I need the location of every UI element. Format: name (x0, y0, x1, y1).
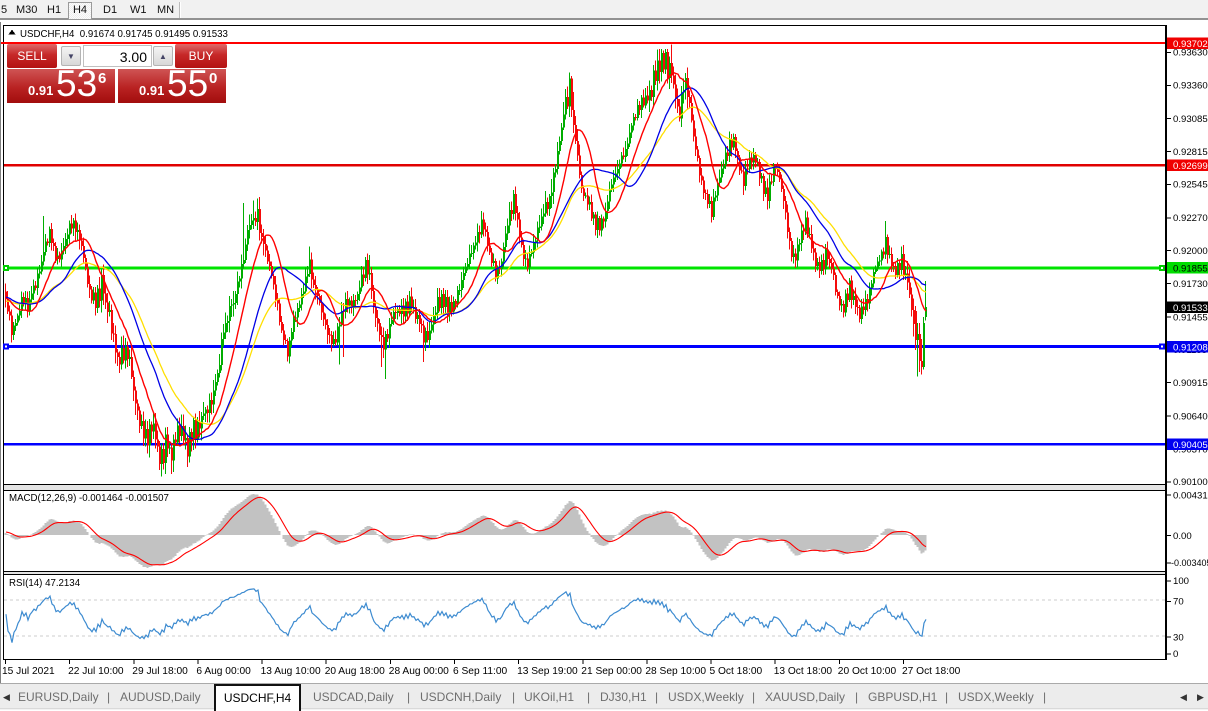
svg-text:0.91208: 0.91208 (1173, 342, 1208, 353)
svg-text:0.92815: 0.92815 (1173, 147, 1208, 158)
svg-text:0.93702: 0.93702 (1173, 39, 1208, 50)
svg-text:13 Sep 19:00: 13 Sep 19:00 (517, 666, 578, 677)
svg-text:15 Jul 2021: 15 Jul 2021 (2, 666, 55, 677)
svg-text:28 Aug 00:00: 28 Aug 00:00 (389, 666, 449, 677)
svg-text:0.90640: 0.90640 (1173, 411, 1208, 422)
svg-text:0.90915: 0.90915 (1173, 378, 1208, 389)
svg-text:20 Oct 10:00: 20 Oct 10:00 (838, 666, 897, 677)
svg-text:0.93085: 0.93085 (1173, 114, 1208, 125)
svg-text:0.91533: 0.91533 (1173, 303, 1208, 314)
svg-text:0.92270: 0.92270 (1173, 213, 1208, 224)
svg-text:21 Sep 00:00: 21 Sep 00:00 (581, 666, 642, 677)
svg-text:20 Aug 18:00: 20 Aug 18:00 (325, 666, 385, 677)
svg-text:0.00431: 0.00431 (1173, 490, 1208, 501)
svg-text:100: 100 (1173, 576, 1189, 587)
svg-text:0.92545: 0.92545 (1173, 180, 1208, 191)
svg-text:13 Oct 18:00: 13 Oct 18:00 (774, 666, 833, 677)
svg-text:0.90100: 0.90100 (1173, 477, 1208, 488)
svg-text:6 Aug 00:00: 6 Aug 00:00 (196, 666, 251, 677)
svg-text:0.93630: 0.93630 (1173, 48, 1208, 59)
svg-text:0.93360: 0.93360 (1173, 81, 1208, 92)
svg-text:MACD(12,26,9) -0.001464 -0.001: MACD(12,26,9) -0.001464 -0.001507 (9, 493, 169, 504)
svg-text:-0.003405: -0.003405 (1171, 558, 1208, 568)
svg-text:22 Jul 10:00: 22 Jul 10:00 (68, 666, 124, 677)
svg-text:0.92699: 0.92699 (1173, 161, 1208, 172)
svg-text:0.91855: 0.91855 (1173, 264, 1208, 275)
svg-text:27 Oct 18:00: 27 Oct 18:00 (902, 666, 961, 677)
svg-text:30: 30 (1173, 632, 1184, 643)
svg-text:13 Aug 10:00: 13 Aug 10:00 (261, 666, 321, 677)
svg-text:0.92000: 0.92000 (1173, 246, 1208, 257)
svg-text:29 Jul 18:00: 29 Jul 18:00 (132, 666, 188, 677)
svg-text:0: 0 (1173, 649, 1178, 660)
svg-text:0.91455: 0.91455 (1173, 312, 1208, 323)
svg-text:28 Sep 10:00: 28 Sep 10:00 (645, 666, 706, 677)
svg-text:0.00: 0.00 (1173, 531, 1192, 542)
svg-text:70: 70 (1173, 597, 1184, 608)
svg-text:0.90405: 0.90405 (1173, 440, 1208, 451)
svg-text:6 Sep 11:00: 6 Sep 11:00 (453, 666, 508, 677)
svg-text:RSI(14) 47.2134: RSI(14) 47.2134 (9, 578, 81, 589)
svg-text:0.91730: 0.91730 (1173, 279, 1208, 290)
svg-text:USDCHF,H4 0.91674 0.91745 0.9: USDCHF,H4 0.91674 0.91745 0.91495 0.9153… (20, 29, 228, 40)
svg-text:5 Oct 18:00: 5 Oct 18:00 (710, 666, 763, 677)
